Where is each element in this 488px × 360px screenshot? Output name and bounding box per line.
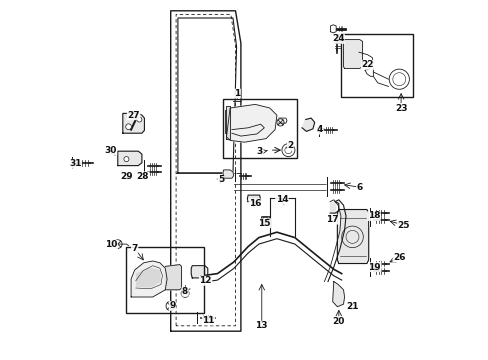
Polygon shape	[122, 113, 144, 133]
Text: 25: 25	[397, 220, 409, 230]
Text: 7: 7	[131, 244, 138, 253]
Polygon shape	[329, 202, 335, 212]
Text: 5: 5	[218, 175, 224, 184]
Text: 18: 18	[367, 211, 380, 220]
Text: 26: 26	[392, 253, 405, 262]
Text: 3: 3	[256, 147, 263, 156]
Polygon shape	[262, 217, 268, 224]
Text: 11: 11	[202, 316, 214, 325]
Polygon shape	[118, 151, 142, 166]
Circle shape	[123, 157, 129, 162]
Text: 8: 8	[182, 287, 188, 296]
Polygon shape	[343, 40, 362, 68]
Text: 29: 29	[120, 172, 132, 181]
Text: 30: 30	[104, 146, 117, 155]
Text: 6: 6	[356, 183, 362, 192]
Polygon shape	[248, 196, 258, 201]
Polygon shape	[332, 282, 344, 307]
Text: 2: 2	[287, 141, 293, 150]
Polygon shape	[226, 104, 276, 142]
Polygon shape	[192, 267, 204, 276]
Circle shape	[125, 124, 131, 130]
Text: 31: 31	[69, 159, 81, 168]
Text: 16: 16	[248, 199, 261, 208]
Text: 10: 10	[105, 240, 117, 249]
Text: 1: 1	[234, 89, 240, 98]
Text: 4: 4	[316, 125, 323, 134]
Text: 21: 21	[346, 302, 358, 311]
Text: 27: 27	[127, 111, 140, 120]
Text: 20: 20	[332, 317, 345, 325]
Circle shape	[137, 117, 142, 122]
Text: 12: 12	[199, 276, 211, 285]
Text: 14: 14	[275, 195, 287, 204]
Text: 24: 24	[331, 34, 344, 43]
Polygon shape	[131, 261, 167, 297]
Text: 13: 13	[255, 321, 267, 330]
Circle shape	[282, 144, 294, 157]
Text: 28: 28	[137, 172, 149, 181]
Text: 9: 9	[169, 302, 175, 310]
Polygon shape	[136, 268, 160, 287]
Polygon shape	[302, 118, 314, 131]
Text: 23: 23	[394, 104, 407, 112]
Text: 17: 17	[325, 215, 338, 224]
Text: 15: 15	[258, 219, 270, 228]
Polygon shape	[223, 170, 233, 178]
Polygon shape	[337, 210, 368, 264]
Text: 22: 22	[361, 60, 373, 69]
Polygon shape	[165, 265, 181, 290]
Text: 19: 19	[368, 263, 380, 271]
Polygon shape	[226, 106, 230, 139]
Circle shape	[388, 69, 408, 89]
